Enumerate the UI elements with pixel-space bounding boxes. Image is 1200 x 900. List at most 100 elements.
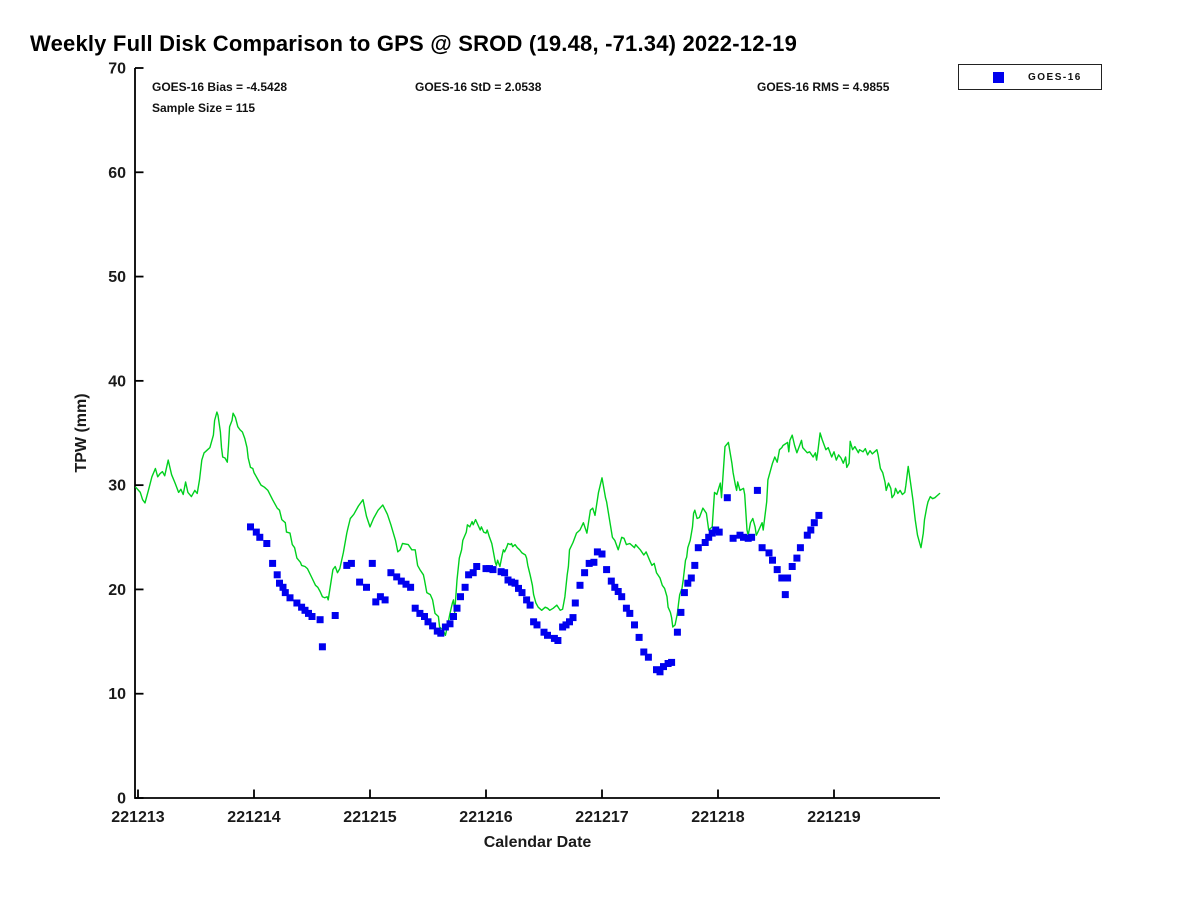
goes16-marker <box>446 620 454 628</box>
goes16-marker <box>614 588 622 595</box>
x-axis-tick-label: 221214 <box>227 809 280 826</box>
goes16-marker <box>469 569 477 577</box>
y-axis-tick-label: 20 <box>108 582 126 599</box>
goes16-marker <box>635 633 643 641</box>
x-axis-tick-label: 221213 <box>111 809 164 826</box>
x-axis-tick-label: 221216 <box>459 809 512 826</box>
goes16-marker <box>544 631 551 639</box>
goes16-marker <box>424 618 432 626</box>
gps-line <box>135 411 941 636</box>
goes16-marker <box>618 593 626 601</box>
x-axis-tick-label: 221217 <box>575 809 628 826</box>
goes16-marker <box>781 591 789 599</box>
goes16-marker <box>281 589 289 597</box>
goes16-marker <box>489 566 497 574</box>
goes16-marker <box>381 596 389 604</box>
x-axis-tick-label: 221219 <box>807 809 860 826</box>
goes16-marker <box>393 573 401 581</box>
goes16-marker <box>441 623 449 631</box>
goes16-marker <box>256 533 264 541</box>
goes16-marker <box>778 574 786 582</box>
goes16-points <box>247 486 823 676</box>
goes16-marker <box>308 613 316 620</box>
goes16-marker <box>607 577 615 585</box>
goes16-marker <box>450 613 457 620</box>
goes16-marker <box>668 658 676 666</box>
goes16-marker <box>566 618 573 626</box>
stat-sample-size: Sample Size = 115 <box>152 101 256 115</box>
goes16-marker <box>611 583 619 591</box>
goes16-marker <box>437 629 445 637</box>
y-axis-title: TPW (mm) <box>73 393 90 472</box>
y-axis-tick-label: 40 <box>108 373 126 390</box>
goes16-marker <box>363 583 370 591</box>
y-axis-tick-label: 60 <box>108 165 126 182</box>
goes16-marker <box>598 550 606 558</box>
goes16-marker <box>368 559 376 567</box>
goes16-marker <box>590 558 598 566</box>
goes16-marker <box>501 569 509 577</box>
stat-bias: GOES-16 Bias = -4.5428 <box>152 80 288 94</box>
goes16-marker <box>631 621 638 629</box>
y-axis-tick-label: 70 <box>108 61 126 78</box>
goes16-marker <box>273 571 281 579</box>
x-axis-title: Calendar Date <box>484 834 592 851</box>
y-axis-tick-label: 0 <box>117 791 126 808</box>
goes16-marker <box>347 559 355 567</box>
goes16-marker <box>715 528 723 536</box>
goes16-marker <box>263 540 271 547</box>
axis-frame <box>134 68 940 799</box>
goes16-marker <box>286 594 294 602</box>
goes16-marker <box>461 583 469 591</box>
y-axis-tick-label: 10 <box>108 686 126 703</box>
goes16-marker <box>407 583 415 591</box>
goes16-marker <box>376 593 384 601</box>
x-axis-tick-label: 221215 <box>343 809 396 826</box>
goes16-marker <box>581 569 589 577</box>
stat-std: GOES-16 StD = 2.0538 <box>415 80 542 94</box>
goes16-marker <box>687 574 695 582</box>
goes16-marker <box>269 559 277 567</box>
goes16-marker <box>511 579 519 587</box>
goes16-marker <box>465 571 473 579</box>
goes16-marker <box>807 526 815 534</box>
goes16-marker <box>316 616 324 624</box>
goes16-marker <box>331 612 339 619</box>
goes16-marker <box>416 609 424 617</box>
goes16-marker <box>429 622 437 630</box>
goes16-marker <box>810 519 818 527</box>
goes16-marker <box>593 548 601 556</box>
goes16-marker <box>252 528 260 536</box>
goes16-marker <box>673 628 681 636</box>
goes16-marker <box>473 563 481 570</box>
goes16-marker <box>773 566 781 574</box>
goes16-marker <box>411 604 419 612</box>
goes16-marker <box>453 604 461 612</box>
goes16-marker <box>387 569 395 577</box>
goes16-marker <box>793 554 801 562</box>
goes16-marker <box>279 583 287 591</box>
goes16-marker <box>626 609 634 617</box>
goes16-marker <box>569 614 577 622</box>
goes16-marker <box>576 581 584 589</box>
goes16-marker <box>694 544 702 552</box>
goes16-marker <box>402 580 410 588</box>
goes16-marker <box>796 544 804 552</box>
chart-title: Weekly Full Disk Comparison to GPS @ SRO… <box>30 31 798 56</box>
goes16-marker <box>457 593 464 601</box>
goes16-marker <box>397 577 405 585</box>
goes16-marker <box>318 643 326 651</box>
x-axis-tick-label: 221218 <box>691 809 744 826</box>
goes16-marker <box>603 566 611 574</box>
stat-rms: GOES-16 RMS = 4.9855 <box>757 80 890 94</box>
goes16-marker <box>803 531 811 539</box>
goes16-marker <box>515 584 522 592</box>
goes16-marker <box>640 648 648 656</box>
goes16-marker <box>656 668 664 676</box>
goes16-marker-icon <box>993 71 1004 83</box>
goes16-marker <box>293 599 301 607</box>
goes16-marker <box>769 556 776 564</box>
goes16-marker <box>276 579 283 587</box>
